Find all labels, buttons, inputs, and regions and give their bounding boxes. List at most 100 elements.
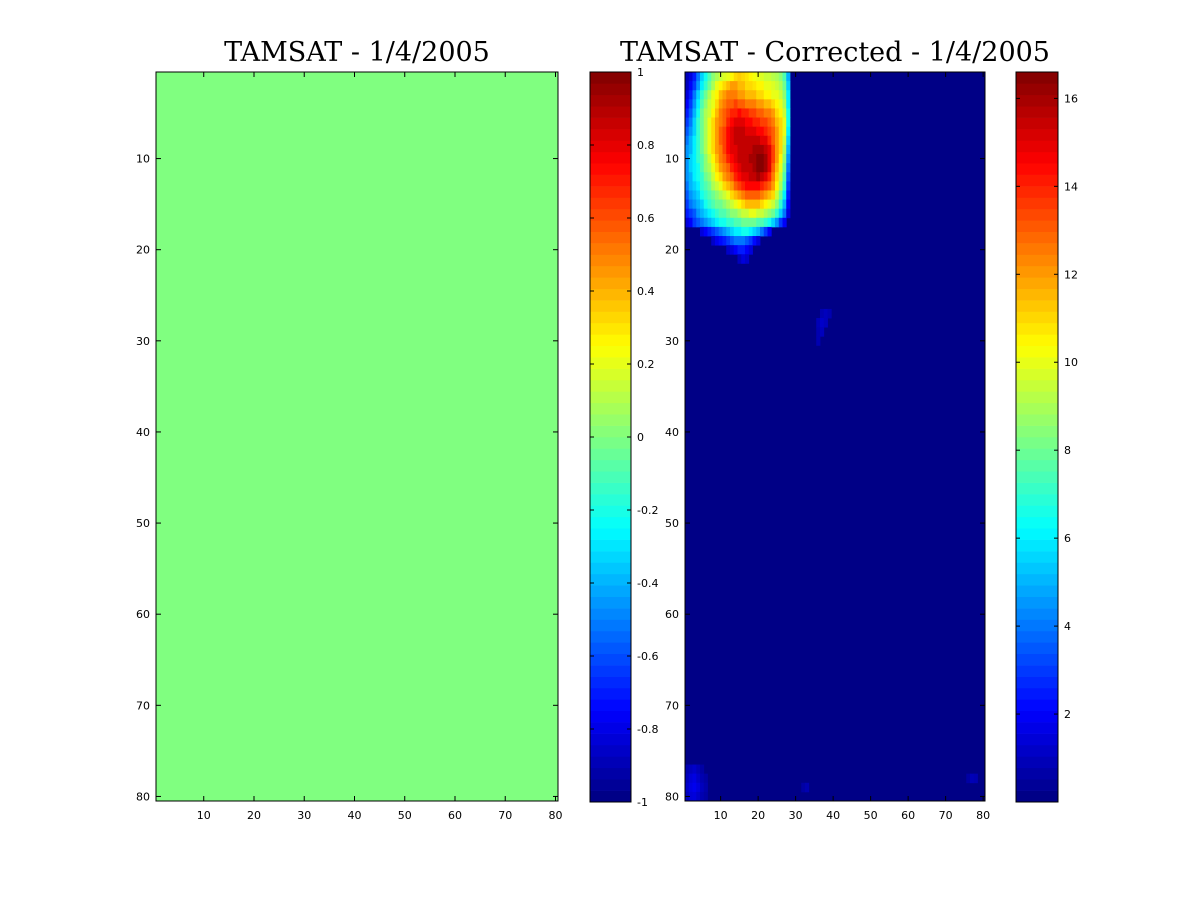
heatmap-cell — [703, 163, 708, 173]
heatmap-cell — [737, 181, 742, 191]
heatmap-cell — [692, 154, 697, 164]
heatmap-cell — [752, 117, 757, 128]
heatmap-cell — [711, 226, 716, 237]
heatmap-cell — [771, 181, 776, 191]
heatmap-background — [156, 72, 558, 801]
colorbar-segment — [1016, 197, 1058, 210]
x-tick-label: 40 — [826, 809, 840, 822]
heatmap-cell — [767, 135, 772, 146]
heatmap-cell — [703, 144, 708, 155]
colorbar-segment — [1016, 300, 1058, 312]
heatmap-cell — [685, 144, 690, 155]
heatmap-cell — [760, 172, 765, 182]
heatmap-cell — [745, 99, 750, 109]
colorbar-tick-label: -0.4 — [637, 577, 658, 590]
heatmap-cell — [711, 181, 716, 191]
heatmap-cell — [722, 217, 727, 228]
heatmap-cell — [696, 144, 701, 155]
heatmap-cell — [760, 226, 765, 237]
heatmap-cell — [756, 172, 761, 182]
heatmap-cell — [748, 90, 753, 100]
heatmap-cell — [767, 81, 772, 91]
heatmap-cell — [737, 190, 742, 200]
heatmap-cell — [730, 181, 735, 191]
heatmap-cell — [718, 126, 723, 137]
colorbar-segment — [1016, 265, 1058, 278]
heatmap-cell — [786, 208, 791, 219]
heatmap-cell — [778, 181, 783, 191]
heatmap-cell — [726, 154, 731, 164]
colorbar-segment — [590, 163, 631, 175]
heatmap-cell — [816, 336, 821, 346]
heatmap-cell — [688, 172, 693, 182]
y-tick-label: 80 — [136, 790, 150, 803]
heatmap-cell — [775, 126, 780, 137]
heatmap-cell — [966, 773, 971, 784]
heatmap-cell — [733, 135, 738, 146]
y-tick-label: 30 — [665, 335, 679, 348]
heatmap-cell — [726, 126, 731, 137]
heatmap-cell — [696, 782, 701, 793]
heatmap-cell — [707, 99, 712, 109]
colorbar-segment — [590, 174, 631, 187]
colorbar-segment — [590, 642, 631, 655]
heatmap-cell — [730, 90, 735, 100]
heatmap-cell — [722, 181, 727, 191]
heatmap-cell — [767, 181, 772, 191]
heatmap-cell — [700, 226, 705, 237]
heatmap-cell — [816, 327, 821, 337]
heatmap-cell — [730, 236, 735, 246]
heatmap-cell — [733, 190, 738, 200]
heatmap-cell — [703, 208, 708, 219]
heatmap-cell — [786, 181, 791, 191]
heatmap-cell — [752, 135, 757, 146]
heatmap-cell — [722, 190, 727, 200]
heatmap-cell — [733, 72, 738, 82]
heatmap-cell — [730, 126, 735, 137]
heatmap-cell — [778, 199, 783, 210]
heatmap-1 — [156, 72, 558, 801]
heatmap-cell — [767, 108, 772, 118]
heatmap-cell — [696, 108, 701, 118]
heatmap-cell — [778, 208, 783, 219]
heatmap-cell — [823, 318, 828, 328]
heatmap-cell — [763, 154, 768, 164]
heatmap-cell — [685, 208, 690, 219]
heatmap-cell — [722, 99, 727, 109]
heatmap-cell — [692, 108, 697, 118]
heatmap-cell — [745, 135, 750, 146]
heatmap-cell — [782, 190, 787, 200]
colorbar-segment — [1016, 756, 1058, 769]
heatmap-cell — [741, 135, 746, 146]
heatmap-cell — [827, 308, 832, 319]
heatmap-cell — [748, 226, 753, 237]
heatmap-cell — [733, 99, 738, 109]
colorbar-segment — [1016, 391, 1058, 404]
heatmap-cell — [775, 99, 780, 109]
heatmap-cell — [760, 144, 765, 155]
heatmap-cell — [718, 199, 723, 210]
colorbar-segment — [1016, 186, 1058, 198]
colorbar-segment — [590, 448, 631, 461]
heatmap-cell — [760, 217, 765, 228]
heatmap-cell — [692, 773, 697, 784]
heatmap-cell — [767, 72, 772, 82]
heatmap-cell — [767, 144, 772, 155]
heatmap-cell — [700, 199, 705, 210]
heatmap-cell — [715, 135, 720, 146]
x-axis-2: 10 20 30 40 50 60 70 80 — [714, 72, 990, 822]
heatmap-cell — [715, 163, 720, 173]
colorbar-segment — [590, 608, 631, 620]
heatmap-cell — [726, 81, 731, 91]
heatmap-cell — [703, 782, 708, 793]
heatmap-cell — [688, 154, 693, 164]
colorbar-segment — [590, 83, 631, 96]
heatmap-cell — [756, 208, 761, 219]
heatmap-cell — [711, 144, 716, 155]
heatmap-cell — [733, 144, 738, 155]
colorbar-segment — [1016, 106, 1058, 118]
colorbar-segment — [1016, 573, 1058, 586]
heatmap-cell — [745, 108, 750, 118]
heatmap-cell — [685, 782, 690, 793]
colorbar-segment — [1016, 402, 1058, 415]
